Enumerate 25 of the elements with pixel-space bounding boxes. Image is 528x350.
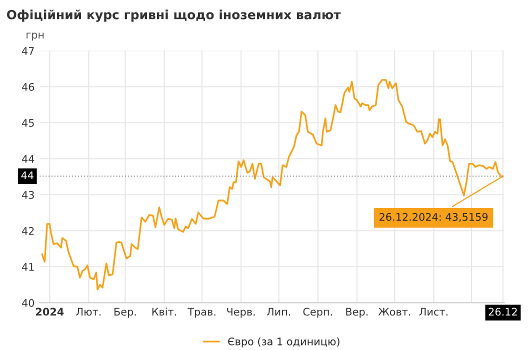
- y-tick-label: 41: [22, 263, 34, 271]
- line-series: [41, 79, 504, 290]
- legend-label: Євро (за 1 одиницю): [228, 337, 340, 348]
- x-tick-label: Бер.: [114, 308, 136, 318]
- x-tick-label: Вер.: [346, 308, 368, 318]
- y-tick-label: 43: [22, 190, 34, 199]
- x-tick-label: Лип.: [266, 308, 290, 316]
- y-tick-label: 45: [22, 119, 34, 127]
- y-tick-label: 42: [22, 226, 34, 235]
- annotation: 26.12.2024: 43,5159: [380, 212, 488, 222]
- y-tick-label: 40: [22, 298, 34, 307]
- y-tick-label: 46: [22, 82, 34, 91]
- x-tick-label: Квіт.: [152, 308, 176, 316]
- x-tick-label: Лют.: [76, 308, 101, 316]
- x-tick-label: 26.12: [488, 308, 517, 316]
- x-tick-label: Серп.: [303, 308, 332, 318]
- y-tick-label: 47: [22, 47, 34, 55]
- x-tick-label: 2024: [36, 308, 64, 316]
- chart-title: Офіційний курс гривні щодо іноземних валют: [6, 10, 341, 22]
- x-tick-label: Трав.: [188, 308, 216, 318]
- x-tick-label: Лист.: [419, 308, 448, 316]
- x-tick-label: Черв.: [227, 308, 255, 318]
- x-tick-label: Жовт.: [378, 308, 410, 316]
- y-axis-title: грн: [26, 32, 44, 41]
- y-tick-label: 44: [22, 155, 34, 163]
